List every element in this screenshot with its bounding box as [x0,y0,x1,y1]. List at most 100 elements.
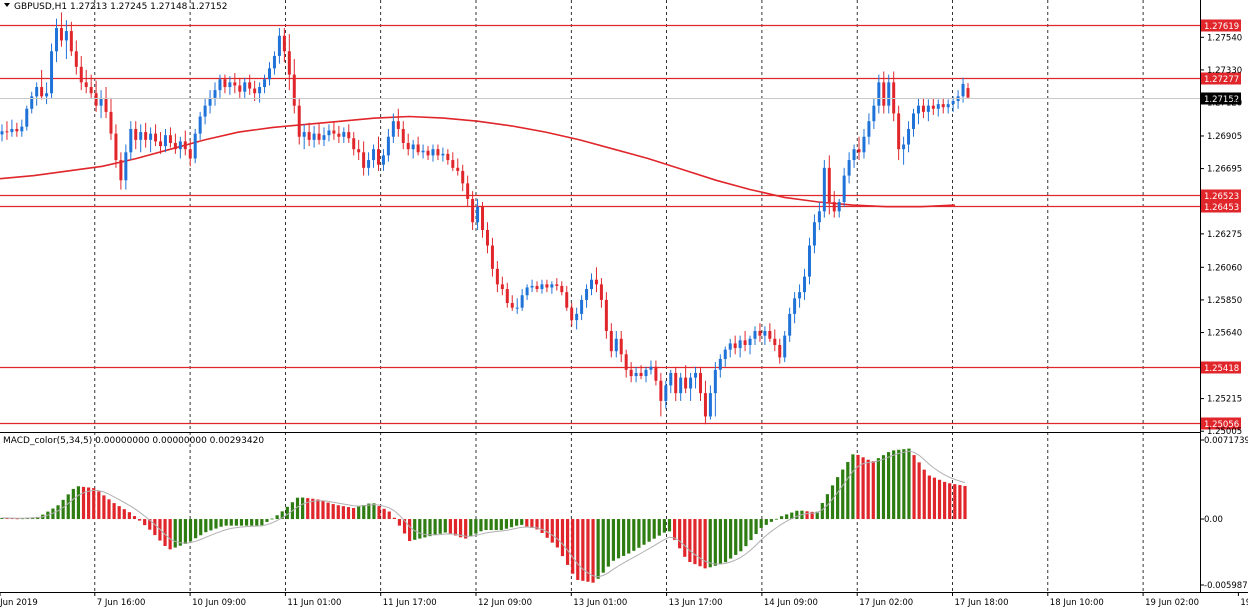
candle [803,268,807,300]
macd-bar [611,519,616,561]
dropdown-arrow-icon[interactable] [4,3,10,7]
candle-body [426,150,430,156]
macd-bar [764,519,768,525]
macd-bar [892,450,896,520]
candle [456,158,460,176]
candle [213,82,217,106]
candle [302,124,306,150]
candle-body [203,105,207,117]
candle-body [490,245,494,269]
macd-bar [61,499,65,520]
candle [817,202,821,230]
candle [728,338,732,358]
candle-body [292,74,296,106]
candle-body [966,88,970,98]
candle-body [312,133,316,140]
candle-body [718,358,722,370]
candle-body [248,82,252,89]
macd-bar [372,503,376,520]
candle [119,152,123,190]
candle-body [951,101,955,105]
candle-body [634,372,638,377]
candle [753,326,757,345]
candle [966,83,970,99]
macd-bar [723,519,728,563]
candle [857,136,861,161]
candle [684,365,688,394]
macd-bar [377,506,381,520]
macd-bar [810,511,814,520]
candle-body [258,87,262,94]
candle [758,323,762,342]
macd-bar [387,511,391,520]
candle-body [347,132,351,139]
candle-body [84,82,88,88]
candle-body [233,82,237,86]
candle [733,335,737,355]
candle-body [466,183,470,199]
candle [149,127,153,153]
candle-body [565,292,569,308]
candle [253,80,257,102]
macd-bar [616,519,621,559]
horizontal-levels[interactable] [0,24,1200,425]
candle-body [931,105,935,109]
candle-body [431,149,435,156]
candle [183,130,187,156]
candle-body [173,142,177,150]
candle [337,125,341,143]
candle [406,133,410,156]
current-price-label-bg [1201,92,1241,105]
candle-body [763,330,767,336]
candle-body [15,128,19,132]
macd-bar [423,519,427,538]
time-tick-label: 12 Jun 09:00 [478,598,532,607]
candle-body [253,88,257,94]
candle [530,279,534,293]
candle [768,323,772,342]
candle [139,124,143,153]
candle [763,326,767,345]
candle-body [847,160,851,176]
candle-body [575,313,579,321]
macd-bar [657,519,661,536]
candle-body [446,153,450,161]
candle [342,127,346,143]
macd-bar [56,505,60,520]
macd-bar [433,519,437,535]
candle [396,108,400,137]
macd-bar [458,519,463,538]
macd-bar [474,519,478,534]
candle [223,74,227,94]
candle [590,273,594,296]
candle-body [451,160,455,168]
candle [892,71,896,122]
macd-bar [10,518,14,520]
candle [376,136,380,171]
macd-bar [418,519,422,539]
macd-bar [581,519,585,581]
macd-bar [316,499,320,520]
candle-body [129,128,133,153]
macd-bar [881,455,886,520]
macd-bar [886,452,891,520]
macd-bar [402,519,407,534]
candle-body [495,268,499,285]
candle [35,82,39,106]
macd-bar [953,484,957,520]
macd-bar [351,507,356,520]
candle [703,380,707,425]
candle-body [753,330,757,339]
macd-bar [805,511,809,520]
candle-body [20,126,24,132]
macd-bar [199,519,203,536]
candle-body [476,206,480,223]
candle-body [916,105,920,114]
macd-bar [163,519,167,547]
candle-body [703,393,707,417]
candle-body [228,82,232,88]
macd-bar [295,497,300,520]
macd-bar [927,475,931,520]
candle [882,71,886,114]
